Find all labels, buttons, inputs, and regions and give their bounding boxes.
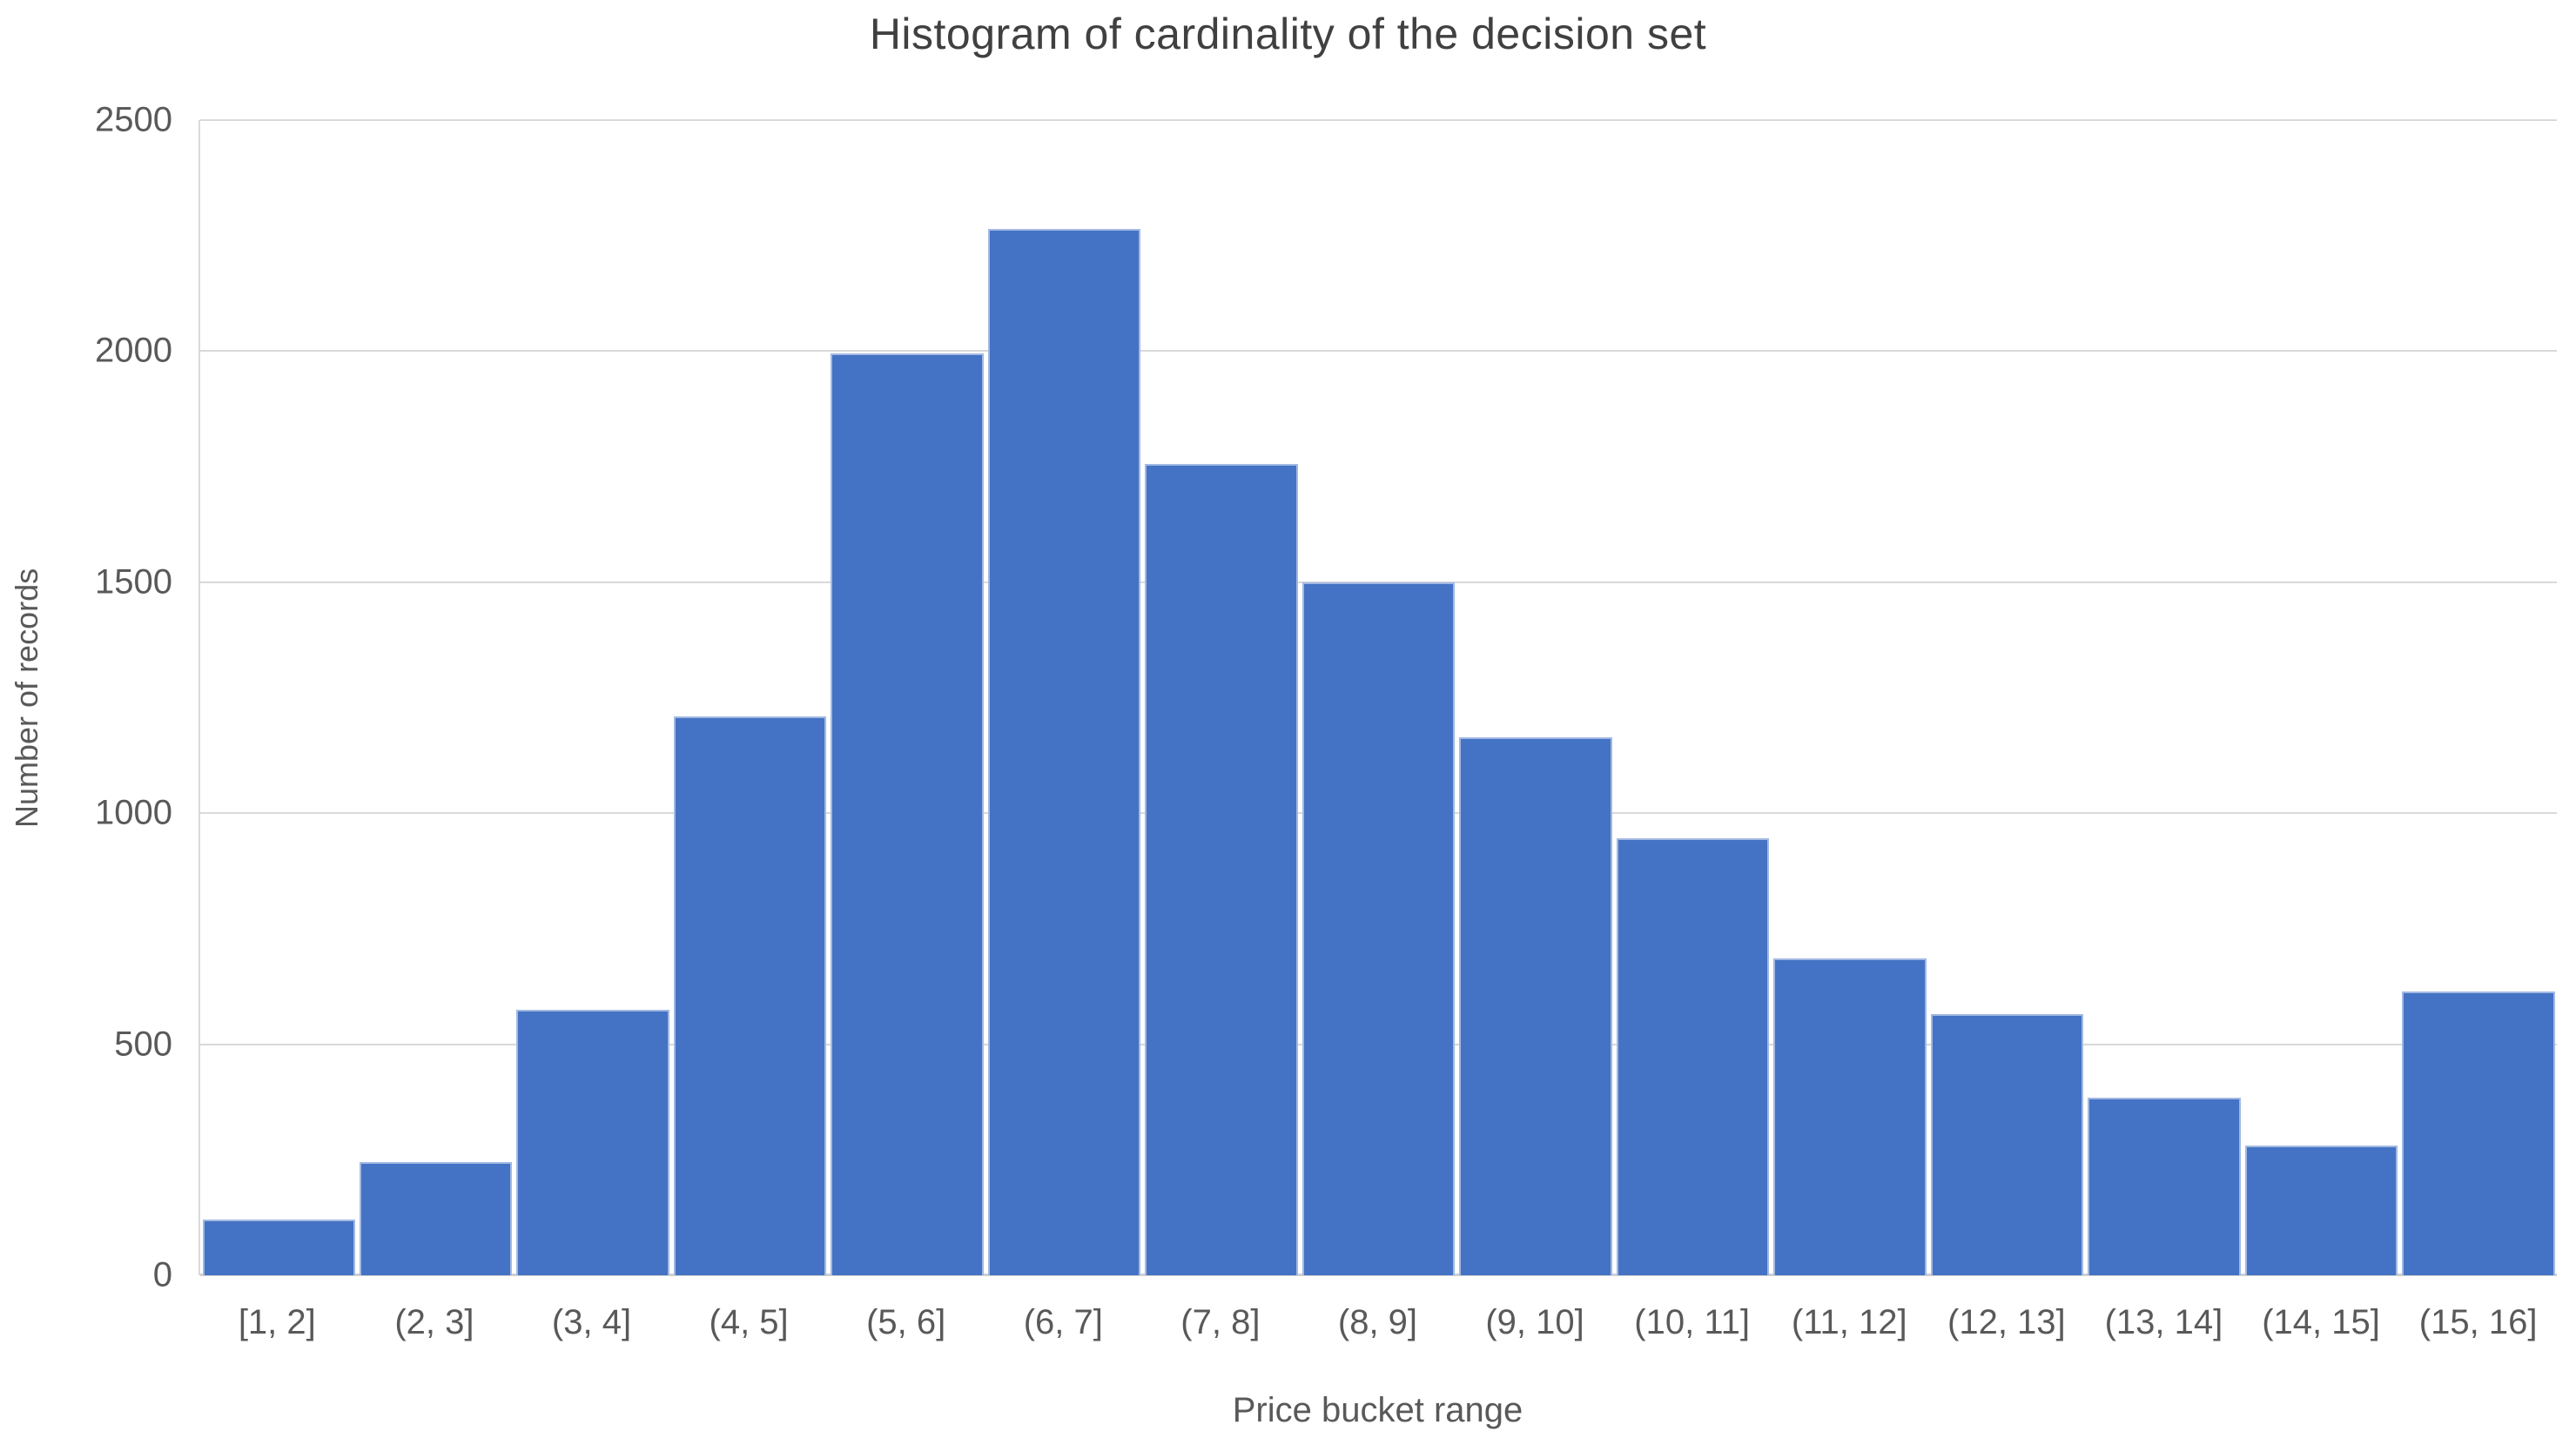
bar-slot bbox=[1614, 120, 1771, 1275]
histogram-bar bbox=[1773, 958, 1927, 1275]
bar-slot bbox=[200, 120, 357, 1275]
bar-slot bbox=[829, 120, 985, 1275]
x-tick-label: (12, 13] bbox=[1947, 1303, 2066, 1341]
y-axis-tick-labels: 0 500 1000 1500 2000 2500 bbox=[0, 101, 172, 1294]
x-tick-label: (5, 6] bbox=[866, 1303, 946, 1341]
x-tick-label: (15, 16] bbox=[2418, 1303, 2538, 1341]
x-tick-label: [1, 2] bbox=[238, 1303, 316, 1341]
x-tick-label: (13, 14] bbox=[2104, 1303, 2223, 1341]
x-tick-label: (7, 8] bbox=[1180, 1303, 1261, 1341]
histogram-bar bbox=[359, 1161, 513, 1275]
x-tick-label: (14, 15] bbox=[2262, 1303, 2380, 1341]
gridline bbox=[200, 350, 2557, 353]
bar-slot bbox=[2086, 120, 2243, 1275]
bar-slot bbox=[1457, 120, 1614, 1275]
y-tick-label: 0 bbox=[152, 1255, 172, 1294]
x-tick-label: (3, 4] bbox=[551, 1303, 632, 1341]
x-tick-label: (2, 3] bbox=[394, 1303, 474, 1341]
chart-title: Histogram of cardinality of the decision… bbox=[869, 10, 1707, 58]
plot-area bbox=[198, 119, 2557, 1276]
bar-series bbox=[200, 120, 2557, 1275]
gridline bbox=[200, 119, 2557, 121]
histogram-bar bbox=[1459, 736, 1612, 1275]
y-tick-label: 2000 bbox=[95, 331, 172, 370]
x-tick-label: (6, 7] bbox=[1023, 1303, 1103, 1341]
y-tick-label: 2500 bbox=[95, 100, 172, 139]
histogram-bar bbox=[1145, 464, 1298, 1275]
x-axis-title: Price bucket range bbox=[1232, 1391, 1523, 1429]
y-tick-label: 500 bbox=[114, 1025, 172, 1064]
bar-slot bbox=[671, 120, 828, 1275]
histogram-bar bbox=[1616, 838, 1770, 1275]
histogram-bar bbox=[1930, 1014, 2084, 1275]
bar-slot bbox=[357, 120, 514, 1275]
bar-slot bbox=[1143, 120, 1300, 1275]
histogram-bar bbox=[673, 716, 827, 1275]
y-tick-label: 1500 bbox=[95, 562, 172, 602]
x-tick-label: (4, 5] bbox=[709, 1303, 789, 1341]
bar-slot bbox=[1772, 120, 1928, 1275]
histogram-bar bbox=[987, 228, 1141, 1275]
bar-slot bbox=[985, 120, 1142, 1275]
bar-slot bbox=[1928, 120, 2085, 1275]
histogram-bar bbox=[2244, 1146, 2398, 1275]
x-tick-label: (9, 10] bbox=[1485, 1303, 1584, 1341]
histogram-bar bbox=[1301, 581, 1456, 1275]
bar-slot bbox=[515, 120, 671, 1275]
x-tick-label: (11, 12] bbox=[1791, 1303, 1907, 1341]
histogram-bar bbox=[831, 353, 984, 1275]
bar-slot bbox=[2400, 120, 2557, 1275]
x-axis-tick-labels: [1, 2] (2, 3] (3, 4] (4, 5] (5, 6] (6, 7] (7, … bbox=[198, 1303, 2557, 1342]
bar-slot bbox=[1300, 120, 1456, 1275]
bar-slot bbox=[2243, 120, 2399, 1275]
histogram-bar bbox=[202, 1220, 355, 1275]
x-tick-label: (10, 11] bbox=[1634, 1303, 1750, 1341]
histogram-bar bbox=[2402, 991, 2555, 1275]
histogram-bar bbox=[516, 1009, 669, 1275]
histogram-bar bbox=[2088, 1097, 2241, 1275]
x-tick-label: (8, 9] bbox=[1337, 1303, 1418, 1341]
y-tick-label: 1000 bbox=[95, 793, 172, 832]
